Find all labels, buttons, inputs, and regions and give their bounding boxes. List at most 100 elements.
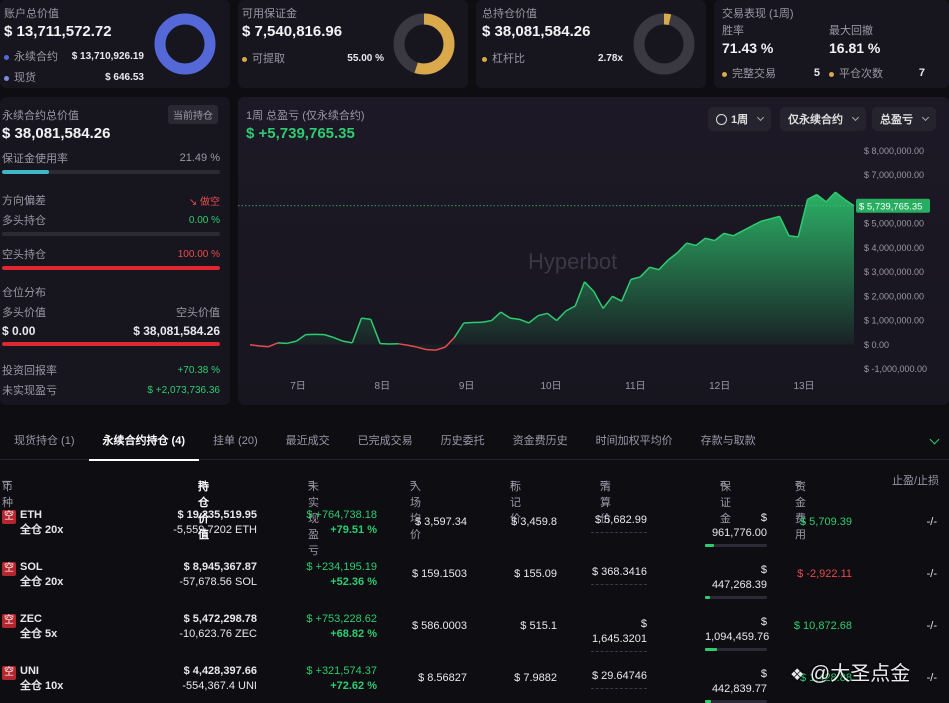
total-label: 账户总价值 bbox=[4, 5, 59, 21]
perp-value: $ 13,710,926.19 bbox=[72, 51, 144, 62]
upnl-pct: +52.36 % bbox=[306, 575, 377, 590]
tab-4[interactable]: 已完成交易 bbox=[344, 422, 427, 460]
upnl: $ +321,574.37 bbox=[306, 664, 377, 679]
pnl-line-segment bbox=[399, 344, 408, 345]
margin-donut bbox=[392, 12, 456, 76]
filter-icon: ▽ bbox=[2, 478, 10, 491]
withdrawable-value: 55.00 % bbox=[347, 53, 384, 64]
tpsl[interactable]: -/- bbox=[927, 671, 937, 686]
entry-price: $ 586.0003 bbox=[412, 619, 467, 634]
watermark: ❖ @大圣点金 bbox=[790, 657, 910, 686]
upnl-value: $ +2,073,736.36 bbox=[147, 385, 220, 396]
leverage-value: 2.78x bbox=[598, 53, 623, 64]
chart-title: 1周 总盈亏 (仅永续合约) bbox=[246, 107, 365, 123]
coin-name[interactable]: ETH bbox=[20, 508, 63, 523]
tab-8[interactable]: 存款与取款 bbox=[687, 422, 770, 460]
mark-price: $ 515.1 bbox=[520, 619, 557, 634]
funding-fee: $ 10,872.68 bbox=[794, 619, 852, 634]
tpsl[interactable]: -/- bbox=[927, 619, 937, 634]
x-tick-label: 11日 bbox=[625, 381, 645, 392]
y-tick-label: $ 8,000,000.00 bbox=[864, 146, 924, 156]
scope-label: 仅永续合约 bbox=[788, 111, 843, 127]
tab-0[interactable]: 现货持仓 (1) bbox=[0, 422, 89, 460]
long-val: $ 0.00 bbox=[2, 324, 35, 338]
metric-label: 总盈亏 bbox=[880, 111, 913, 127]
position-size: -57,678.56 SOL bbox=[179, 575, 257, 590]
position-value: $ 38,081,584.26 bbox=[482, 23, 590, 40]
scope-dropdown[interactable]: 仅永续合约 bbox=[780, 107, 866, 131]
wechat-icon: ❖ bbox=[790, 667, 804, 684]
perf-label: 交易表现 (1周) bbox=[722, 5, 794, 21]
chart-watermark: Hyperbot bbox=[528, 249, 617, 274]
close-count-value: 7 bbox=[919, 67, 925, 79]
position-distribution: 仓位分布 多头价值空头价值 $ 0.00$ 38,081,584.26 bbox=[2, 284, 220, 346]
sort-icon: ≡ bbox=[198, 478, 204, 490]
liq-price: $ 29.64746 bbox=[591, 669, 647, 684]
chevron-down-icon bbox=[852, 114, 859, 121]
short-val-label: 空头价值 bbox=[176, 304, 220, 320]
perp-title: 永续合约总价值 bbox=[2, 107, 79, 123]
long-bar bbox=[2, 232, 220, 236]
period-dropdown[interactable]: 1周 bbox=[708, 107, 771, 131]
total-donut bbox=[153, 12, 217, 76]
long-val-label: 多头价值 bbox=[2, 304, 46, 320]
coin-name[interactable]: SOL bbox=[20, 560, 63, 575]
margin: $ 1,094,459.76 bbox=[705, 615, 767, 645]
leverage-row: 杠杆比 2.78x bbox=[482, 50, 623, 66]
tab-5[interactable]: 历史委托 bbox=[427, 422, 499, 460]
winrate-value: 71.43 % bbox=[722, 40, 773, 56]
leverage-label: 杠杆比 bbox=[492, 53, 525, 65]
x-tick-label: 12日 bbox=[709, 381, 730, 392]
sort-icon: ≡ bbox=[600, 478, 606, 490]
tab-1[interactable]: 永续合约持仓 (4) bbox=[89, 422, 200, 460]
mark-price: $ 3,459.8 bbox=[511, 515, 557, 530]
entry-price: $ 3,597.34 bbox=[415, 515, 467, 530]
position-label: 总持仓价值 bbox=[482, 5, 537, 21]
x-tick-label: 7日 bbox=[290, 381, 306, 392]
metric-dropdown[interactable]: 总盈亏 bbox=[872, 107, 936, 131]
card-total-value: 账户总价值 $ 13,711,572.72 永续合约$ 13,710,926.1… bbox=[0, 0, 230, 88]
y-tick-label: $ 3,000,000.00 bbox=[864, 267, 924, 277]
funding-fee: $ 5,709.39 bbox=[800, 515, 852, 530]
tab-7[interactable]: 时间加权平均价 bbox=[582, 422, 687, 460]
pnl-line-segment bbox=[259, 346, 268, 347]
mark-price: $ 155.09 bbox=[514, 567, 557, 582]
tab-2[interactable]: 挂单 (20) bbox=[199, 422, 272, 460]
distribution-bar bbox=[2, 342, 220, 346]
y-tick-label: $ 5,000,000.00 bbox=[864, 219, 924, 229]
spot-label: 现货 bbox=[14, 72, 36, 84]
usage-label: 保证金使用率 bbox=[2, 150, 68, 166]
card-position-value: 总持仓价值 $ 38,081,584.26 杠杆比 2.78x bbox=[476, 0, 706, 88]
coin-name[interactable]: ZEC bbox=[20, 612, 57, 627]
tpsl[interactable]: -/- bbox=[927, 515, 937, 530]
col-tpsl: 止盈/止损 bbox=[892, 472, 939, 488]
drawdown-value: 16.81 % bbox=[829, 40, 880, 56]
margin-label: 可用保证金 bbox=[242, 5, 297, 21]
tab-3[interactable]: 最近成交 bbox=[272, 422, 344, 460]
margin: $ 961,776.00 bbox=[705, 511, 767, 541]
leverage-donut bbox=[632, 12, 696, 76]
y-tick-label: $ 0.00 bbox=[864, 340, 889, 350]
tab-6[interactable]: 资金费历史 bbox=[499, 422, 582, 460]
bias-value: 做空 bbox=[200, 197, 220, 208]
chart-pnl-value: $ +5,739,765.35 bbox=[246, 125, 355, 142]
leverage: 全仓 5x bbox=[20, 627, 57, 642]
tpsl[interactable]: -/- bbox=[927, 567, 937, 582]
winrate-label: 胜率 bbox=[722, 22, 744, 38]
clock-icon bbox=[716, 114, 727, 125]
upnl: $ +753,228.62 bbox=[306, 612, 377, 627]
x-tick-label: 8日 bbox=[375, 381, 391, 392]
leverage: 全仓 20x bbox=[20, 523, 63, 538]
leverage: 全仓 20x bbox=[20, 575, 63, 590]
margin: $ 442,839.77 bbox=[705, 667, 767, 697]
coin-name[interactable]: UNI bbox=[20, 664, 63, 679]
current-position-badge[interactable]: 当前持仓 bbox=[168, 105, 218, 124]
